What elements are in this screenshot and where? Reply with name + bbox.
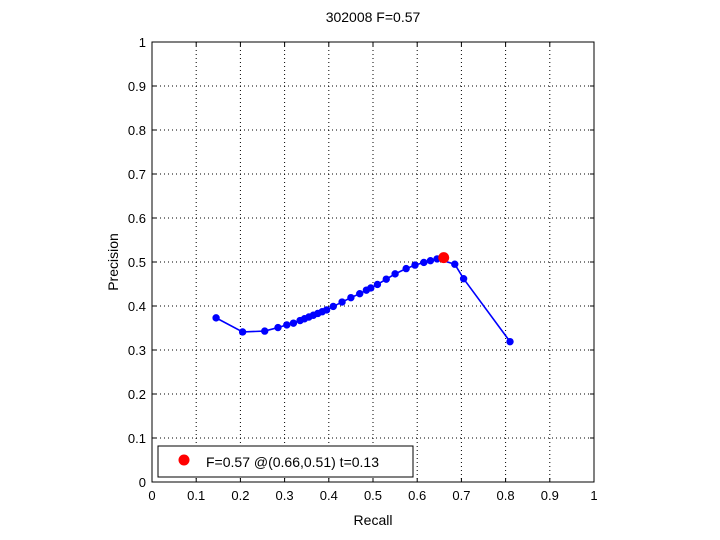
axis-ticks <box>151 41 595 483</box>
y-tick-labels: 0 0.1 0.2 0.3 0.4 0.5 0.6 0.7 0.8 0.9 1 <box>128 35 146 490</box>
x-tick-label: 0.5 <box>364 488 382 503</box>
x-tick-label: 0.1 <box>187 488 205 503</box>
data-point <box>402 264 410 273</box>
x-tick-labels: 0 0.1 0.2 0.3 0.4 0.5 0.6 0.7 0.8 0.9 1 <box>148 488 597 503</box>
x-tick-label: 0.4 <box>320 488 338 503</box>
y-tick-label: 0.7 <box>128 167 146 182</box>
x-tick-label: 0.8 <box>497 488 515 503</box>
data-point <box>367 284 375 292</box>
data-point <box>506 337 514 346</box>
data-point <box>238 328 247 336</box>
y-tick-label: 0.3 <box>128 343 146 358</box>
x-tick-label: 0.3 <box>276 488 294 503</box>
data-point <box>426 256 435 265</box>
data-point <box>329 302 337 311</box>
series-line <box>215 258 511 343</box>
data-point <box>274 323 282 332</box>
x-tick-label: 0.2 <box>231 488 249 503</box>
x-axis-title: Recall <box>354 512 393 528</box>
data-point <box>391 270 399 278</box>
data-point <box>338 298 346 306</box>
x-tick-label: 0.9 <box>541 488 559 503</box>
data-point <box>261 327 269 335</box>
x-tick-label: 0.6 <box>408 488 426 503</box>
data-point <box>420 258 428 267</box>
grid-lines <box>152 42 594 482</box>
y-tick-label: 0.6 <box>128 211 146 226</box>
x-tick-label: 0.7 <box>452 488 470 503</box>
data-point <box>347 293 355 302</box>
y-tick-label: 0.4 <box>128 299 146 314</box>
y-tick-label: 0.1 <box>128 431 146 446</box>
y-tick-label: 1 <box>139 35 146 50</box>
legend-box <box>157 445 414 478</box>
y-axis-title: Precision <box>105 233 121 291</box>
legend: F=0.57 @(0.66,0.51) t=0.13 <box>157 445 414 478</box>
legend-marker-icon <box>178 454 190 466</box>
series-group <box>212 255 514 346</box>
data-point <box>382 275 390 283</box>
y-tick-label: 0 <box>139 475 146 490</box>
data-point <box>451 260 459 268</box>
data-point <box>283 321 291 329</box>
data-point <box>289 319 298 327</box>
data-point <box>212 314 220 322</box>
y-tick-label: 0.5 <box>128 255 146 270</box>
chart-title: 302008 F=0.57 <box>326 9 421 25</box>
y-tick-label: 0.8 <box>128 123 146 138</box>
x-tick-label: 0 <box>148 488 155 503</box>
y-tick-label: 0.9 <box>128 79 146 94</box>
data-point <box>411 261 419 269</box>
data-point <box>373 280 382 289</box>
legend-label: F=0.57 @(0.66,0.51) t=0.13 <box>206 454 379 470</box>
data-point <box>459 275 468 283</box>
x-tick-label: 1 <box>590 488 597 503</box>
data-point <box>322 306 331 314</box>
best-f-point <box>438 252 450 264</box>
data-point <box>356 289 364 298</box>
y-tick-label: 0.2 <box>128 387 146 402</box>
